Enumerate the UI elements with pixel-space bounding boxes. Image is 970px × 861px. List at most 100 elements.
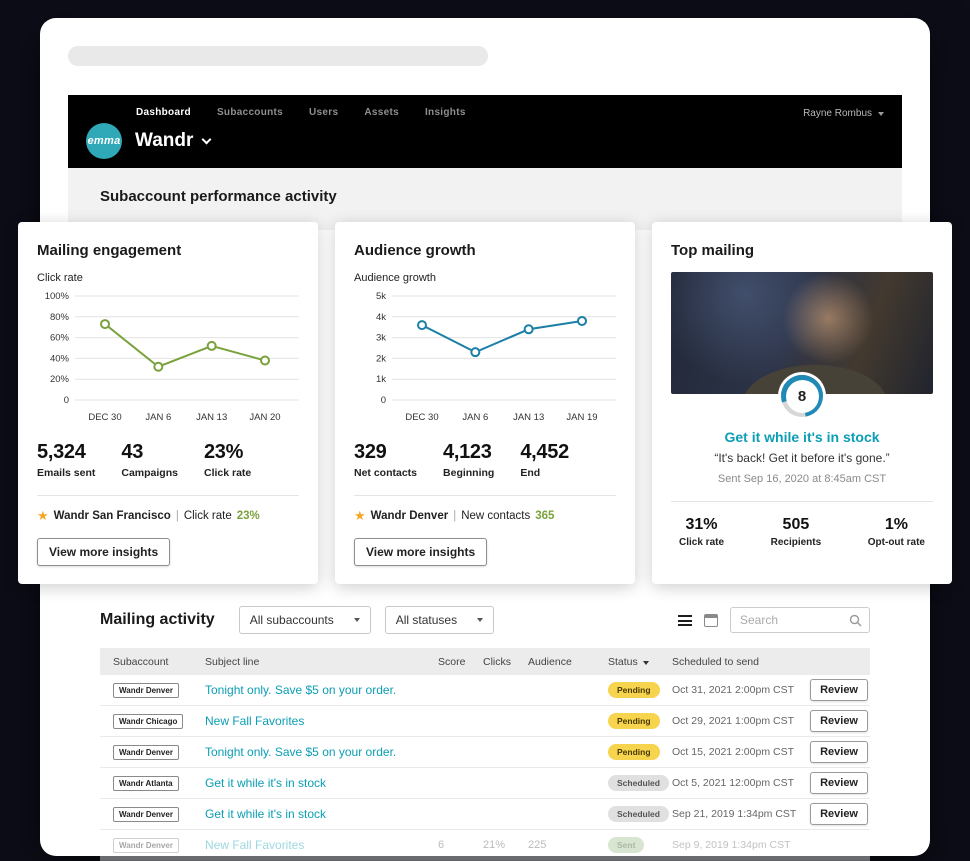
- subaccount-badge: Wandr Atlanta: [113, 775, 179, 791]
- audience-growth-chart: 5k 4k 3k 2k 1k 0 DEC 30 JAN 6 JAN 13 JAN 19: [354, 288, 616, 433]
- highlight-name: Wandr Denver: [370, 510, 449, 522]
- list-view-icon[interactable]: [678, 614, 692, 626]
- status-badge: Sent: [608, 837, 645, 853]
- sort-down-icon: [643, 656, 649, 668]
- svg-text:60%: 60%: [50, 333, 70, 344]
- scheduled-cell: Sep 21, 2019 1:34pm CST: [672, 808, 797, 820]
- mailing-preview-image: [671, 272, 933, 394]
- svg-text:JAN 20: JAN 20: [249, 412, 280, 423]
- stat-beginning: 4,123 Beginning: [443, 441, 494, 479]
- subject-cell: Get it while it's in stock: [205, 807, 438, 821]
- scheduled-cell: Oct 31, 2021 2:00pm CST: [672, 684, 794, 696]
- stat-net-contacts: 329 Net contacts: [354, 441, 417, 479]
- section-title: Mailing activity: [100, 611, 215, 628]
- col-score: Score: [438, 655, 466, 668]
- stat-label: Beginning: [443, 467, 495, 479]
- mailing-activity-section: Mailing activity All subaccounts All sta…: [68, 606, 902, 861]
- action-cell: Review: [800, 741, 870, 763]
- action-cell: Review: [800, 772, 870, 794]
- card-divider: [354, 495, 616, 496]
- mailing-sent-timestamp: Sent Sep 16, 2020 at 8:45am CST: [717, 473, 887, 485]
- subject-cell: Get it while it's in stock: [205, 776, 438, 790]
- status-cell: Scheduled: [608, 775, 672, 791]
- highlight-value: 23%: [236, 510, 260, 522]
- filter-value: All statuses: [395, 613, 458, 627]
- audience-growth-card: Audience growth Audience growth 5k 4k 3k 2k…: [335, 222, 635, 584]
- svg-text:JAN 13: JAN 13: [513, 412, 544, 423]
- stat-recipients: 505 Recipients: [771, 516, 822, 548]
- stat-label: Net contacts: [354, 467, 418, 479]
- nav-link-users[interactable]: Users: [309, 107, 339, 118]
- calendar-view-icon[interactable]: [704, 613, 718, 627]
- search-input[interactable]: [738, 612, 849, 628]
- review-button[interactable]: Review: [810, 679, 868, 701]
- view-more-insights-button[interactable]: View more insights: [354, 538, 488, 566]
- stats-row: 5,324 Emails sent 43 Campaigns 23% Click…: [37, 441, 299, 479]
- subaccount-badge: Wandr Denver: [113, 682, 179, 698]
- click-rate-chart: 100% 80% 60% 40% 20% 0 DEC 30 JAN 6 JAN 13 JAN 20: [37, 288, 299, 433]
- scheduled-cell: Oct 29, 2021 1:00pm CST: [672, 715, 794, 727]
- subject-link[interactable]: Tonight only. Save $5 on your order.: [205, 745, 397, 759]
- score-cell: 6: [438, 839, 445, 851]
- view-more-insights-button[interactable]: View more insights: [37, 538, 171, 566]
- review-button[interactable]: Review: [810, 772, 868, 794]
- user-menu[interactable]: Rayne Rombus: [803, 108, 884, 119]
- nav-link-subaccounts[interactable]: Subaccounts: [216, 107, 284, 118]
- stat-value: 43: [121, 441, 144, 463]
- star-icon: [37, 508, 49, 524]
- subject-link[interactable]: New Fall Favorites: [205, 714, 305, 728]
- status-cell: Scheduled: [608, 806, 672, 822]
- stat-label: Opt-out rate: [867, 537, 925, 548]
- account-name: Wandr: [135, 130, 194, 151]
- svg-text:JAN 6: JAN 6: [462, 412, 488, 423]
- stat-label: End: [520, 467, 541, 479]
- emma-logo[interactable]: emma: [86, 123, 122, 159]
- mailing-score-badge: 8: [781, 375, 823, 417]
- url-bar-placeholder: [68, 46, 488, 66]
- stat-label: Click rate: [679, 537, 725, 548]
- app-window: Dashboard Subaccounts Users Assets Insights …: [18, 18, 952, 861]
- stats-row: 329 Net contacts 4,123 Beginning 4,452 E…: [354, 441, 616, 479]
- subject-link[interactable]: Get it while it's in stock: [205, 807, 326, 821]
- card-divider: [37, 495, 299, 496]
- status-badge: Scheduled: [608, 775, 669, 791]
- mailing-quote: “It's back! Get it before it's gone.”: [714, 451, 890, 465]
- subaccounts-filter[interactable]: All subaccounts: [238, 606, 371, 634]
- chevron-down-icon: [201, 134, 212, 144]
- review-button[interactable]: Review: [810, 803, 868, 825]
- col-status[interactable]: Status: [608, 656, 672, 668]
- svg-text:DEC 30: DEC 30: [405, 412, 438, 423]
- table-row: Wandr Atlanta Get it while it's in stock…: [100, 768, 870, 799]
- review-button[interactable]: Review: [810, 741, 868, 763]
- chevron-down-icon: [477, 618, 484, 622]
- chart-label: Click rate: [37, 272, 83, 284]
- svg-text:1k: 1k: [376, 374, 386, 385]
- svg-text:20%: 20%: [50, 374, 70, 385]
- svg-text:40%: 40%: [50, 353, 70, 364]
- subject-link[interactable]: Get it while it's in stock: [205, 776, 326, 790]
- subject-link[interactable]: Tonight only. Save $5 on your order.: [205, 683, 397, 697]
- nav-link-assets[interactable]: Assets: [364, 107, 399, 118]
- highlight-separator: |: [453, 510, 457, 522]
- top-mailing-link[interactable]: Get it while it's in stock: [724, 429, 880, 445]
- subaccount-badge: Wandr Chicago: [113, 713, 184, 729]
- subject-cell: New Fall Favorites: [205, 714, 438, 728]
- nav-link-insights[interactable]: Insights: [424, 107, 466, 118]
- review-button[interactable]: Review: [810, 710, 868, 732]
- subaccount-cell: Wandr Denver: [100, 837, 205, 853]
- stat-campaigns: 43 Campaigns: [121, 441, 178, 479]
- filter-value: All subaccounts: [249, 613, 334, 627]
- top-subaccount-highlight: Wandr Denver | New contacts 365: [354, 508, 616, 524]
- nav-link-dashboard[interactable]: Dashboard: [136, 107, 191, 118]
- subject-link[interactable]: New Fall Favorites: [205, 838, 305, 852]
- search-icon: [849, 614, 862, 626]
- stat-end: 4,452 End: [520, 441, 569, 479]
- subject-cell: Tonight only. Save $5 on your order.: [205, 683, 438, 697]
- card-title: Audience growth: [354, 242, 476, 259]
- account-switcher[interactable]: Wandr: [135, 130, 212, 152]
- svg-text:5k: 5k: [376, 291, 386, 302]
- clicks-cell: 21%: [483, 839, 506, 851]
- statuses-filter[interactable]: All statuses: [384, 606, 495, 634]
- action-cell: Review: [800, 710, 870, 732]
- scheduled-cell: Oct 5, 2021 12:00pm CST: [672, 777, 794, 789]
